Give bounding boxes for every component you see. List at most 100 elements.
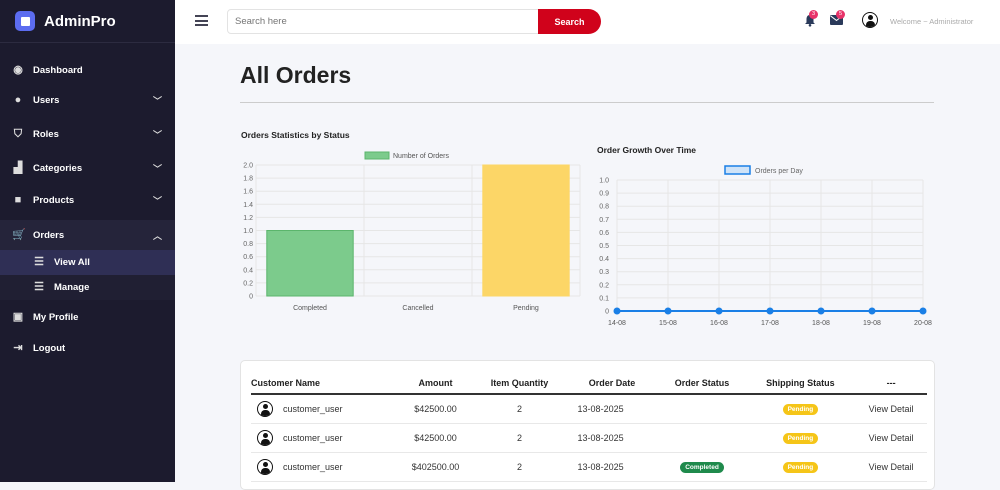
y-tick-label: 0.2 [243,280,253,287]
customer-avatar-icon [257,458,273,475]
brand[interactable]: AdminPro [0,0,175,43]
search-input[interactable] [227,9,539,34]
sidebar-item-my-profile[interactable]: ▣ My Profile [0,302,175,332]
date-cell: 13-08-2025 [565,452,659,482]
y-tick-label: 0.8 [599,204,609,211]
column-header: Shipping Status [745,373,856,395]
y-tick-label: 0 [605,309,609,316]
column-header: Order Status [658,373,746,395]
legend-label: Orders per Day [755,168,803,175]
users-icon: ● [14,93,22,106]
line-chart-title: Order Growth Over Time [597,145,697,155]
table-row: customer_user $42500.00 2 13-08-2025 Pen… [251,423,927,453]
qty-cell: 2 [473,394,566,424]
data-point [715,307,723,315]
qty-cell: 2 [473,452,566,482]
amount-cell: $42500.00 [397,423,474,453]
shipping-status-cell: Pending [745,394,856,424]
chevron-down-icon: ﹀ [152,163,162,174]
y-tick-label: 1.6 [243,189,253,196]
y-tick-label: 0.5 [599,243,609,250]
shield-icon: ⛉ [13,127,23,140]
y-tick-label: 0.6 [243,254,253,261]
sidebar-item-logout[interactable]: ⇥ Logout [0,333,175,363]
view-detail-link[interactable]: View Detail [855,423,927,453]
cart-icon: 🛒 [12,228,26,241]
y-tick-label: 0 [249,294,253,301]
page-title: All Orders [240,62,352,88]
customer-cell: customer_user [251,452,398,482]
bar-completed [266,230,354,297]
column-header: Amount [397,373,474,395]
y-tick-label: 0.9 [599,191,609,198]
table-row: customer_user $42500.00 2 13-08-2025 Pen… [251,394,927,424]
sidebar: AdminPro ◉ Dashboard ● Users ﹀ ⛉ Roles ﹀ ▟ Cat… [0,0,175,482]
label: Orders [33,229,65,241]
view-detail-link[interactable]: View Detail [855,394,927,424]
y-tick-label: 0.7 [599,217,609,224]
column-header: Customer Name [251,373,398,395]
legend-label: Number of Orders [393,153,450,160]
order-growth-line-chart: 0 0.1 0.2 0.3 0.4 0.5 0.6 0.7 0.8 0.9 1.0 14-08 15-0… [599,165,932,327]
orders-table: Customer Name Amount Item Quantity Order Da… [251,373,927,482]
customer-avatar-icon [257,400,273,417]
y-tick-label: 1.0 [599,178,609,185]
x-tick-label: Completed [293,305,327,312]
label: Logout [33,342,66,354]
cube-logo-icon [15,11,35,31]
chevron-up-icon: ︿ [152,230,162,241]
data-point [766,307,774,315]
x-tick-label: Cancelled [402,305,433,312]
column-header: Item Quantity [473,373,566,395]
x-tick-label: 19-08 [863,320,881,327]
sidebar-item-products[interactable]: ■ Products ﹀ [0,185,175,215]
y-tick-label: 0.4 [599,256,609,263]
customer-name: customer_user [283,403,343,414]
x-tick-label: 15-08 [659,320,677,327]
view-detail-link[interactable]: View Detail [855,452,927,482]
user-avatar-icon[interactable] [862,12,878,28]
search-button[interactable]: Search [538,9,601,34]
y-tick-label: 1.4 [243,202,253,209]
data-point [868,307,876,315]
y-tick-label: 1.8 [243,176,253,183]
amount-cell: $402500.00 [397,452,474,482]
sidebar-item-roles[interactable]: ⛉ Roles ﹀ [0,119,175,149]
sidebar-item-dashboard[interactable]: ◉ Dashboard [0,55,175,85]
x-tick-label: 18-08 [812,320,830,327]
checklist-icon: ☰ [34,281,44,293]
boxes-icon: ▟ [13,161,23,174]
hamburger-menu-icon[interactable] [195,15,208,26]
divider [240,102,934,103]
sidebar-item-users[interactable]: ● Users ﹀ [0,85,175,115]
notification-badge: 3 [809,10,818,19]
y-tick-label: 0.4 [243,267,253,274]
label: Roles [33,128,59,140]
data-point [613,307,621,315]
chevron-down-icon: ﹀ [152,95,162,106]
orders-status-bar-chart: 0 0.2 0.4 0.6 0.8 1.0 1.2 1.4 1.6 1.8 2.0 Completed… [243,151,581,312]
qty-cell: 2 [473,423,566,453]
x-tick-label: 16-08 [710,320,728,327]
bar-chart-title: Orders Statistics by Status [241,130,350,140]
y-tick-label: 0.3 [599,269,609,276]
sidebar-item-view-all[interactable]: ☰ View All [0,250,175,275]
sidebar-item-categories[interactable]: ▟ Categories ﹀ [0,153,175,183]
customer-cell: customer_user [251,423,398,453]
logout-icon: ⇥ [13,341,23,354]
customer-name: customer_user [283,432,343,443]
sidebar-item-orders[interactable]: 🛒 Orders ︿ [0,220,175,250]
customer-cell: customer_user [251,394,398,424]
y-tick-label: 1.0 [243,228,253,235]
label: Products [33,194,75,206]
label: Dashboard [33,64,83,76]
chevron-down-icon: ﹀ [152,195,162,206]
y-tick-label: 2.0 [243,163,253,170]
y-tick-label: 0.8 [243,241,253,248]
order-status-cell [658,394,746,424]
brand-name: AdminPro [44,12,116,30]
customer-name: customer_user [283,461,343,472]
x-tick-label: Pending [513,305,539,312]
list-icon: ☰ [34,256,44,268]
sidebar-item-manage[interactable]: ☰ Manage [0,275,175,300]
